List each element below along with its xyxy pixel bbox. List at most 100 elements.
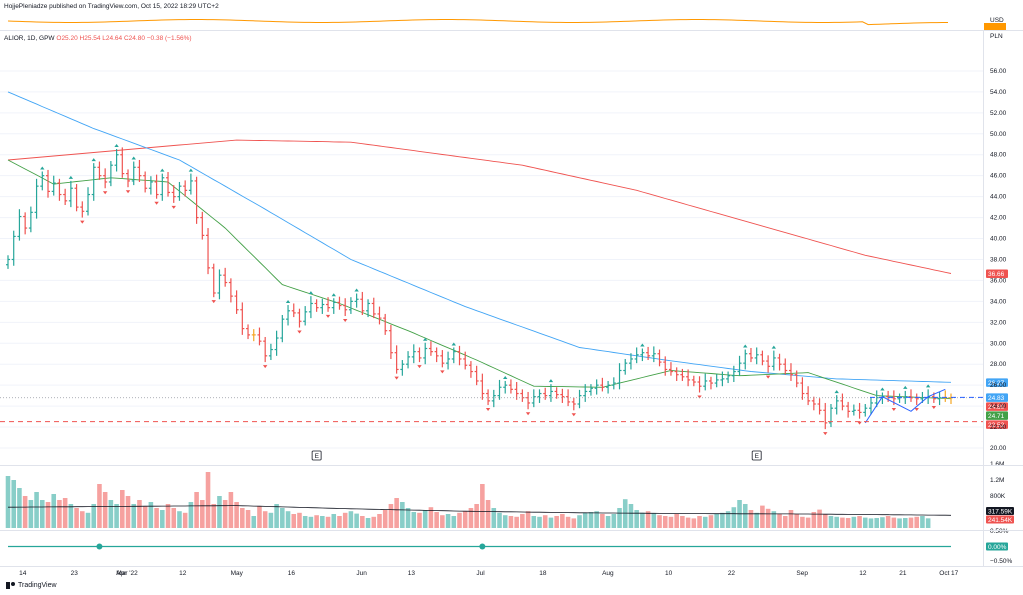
price-bar xyxy=(411,344,416,364)
volume-bar xyxy=(131,504,137,528)
price-bar xyxy=(246,324,251,340)
volume-bar xyxy=(800,516,805,528)
volume-bar xyxy=(782,516,788,528)
volume-bar xyxy=(428,507,434,528)
pivot-low-marker xyxy=(571,413,576,417)
volume-bar xyxy=(302,516,308,528)
price-bar xyxy=(406,351,411,369)
volume-bar xyxy=(22,496,28,528)
earnings-event[interactable]: E xyxy=(751,450,762,461)
y-tick-label: 44.00 xyxy=(990,194,1007,201)
top-overview-badge xyxy=(984,23,1006,30)
price-bar xyxy=(766,355,771,373)
price-bar xyxy=(531,389,536,408)
price-bar xyxy=(343,298,348,317)
y-tick-label: 52.00 xyxy=(990,110,1007,117)
volume-bar xyxy=(445,514,451,528)
y-tick-label: 32.00 xyxy=(990,319,1007,326)
price-levels: 36.66 26.27 24.83 24.80 24.71 22.52 xyxy=(0,269,1008,429)
pivot-low-marker xyxy=(297,330,302,334)
volume-bar xyxy=(777,514,782,528)
y-tick-label: 40.00 xyxy=(990,236,1007,243)
volume-bar xyxy=(834,516,839,528)
pivot-low-marker xyxy=(440,370,445,374)
price-bar xyxy=(103,168,108,189)
price-bar xyxy=(108,161,113,187)
price-bar xyxy=(11,230,16,266)
volume-bar xyxy=(462,511,468,528)
indicator-marker xyxy=(96,543,103,550)
price-bars xyxy=(6,143,953,436)
volume-bar xyxy=(188,502,194,528)
price-bar xyxy=(514,382,519,400)
price-bar xyxy=(80,201,85,218)
price-label-box xyxy=(986,378,1008,387)
price-bar xyxy=(771,350,776,371)
volume-bar xyxy=(251,516,257,528)
volume-bar xyxy=(531,516,537,528)
pivot-high-marker xyxy=(903,385,908,389)
x-tick-label: 18 xyxy=(539,570,547,577)
volume-bar xyxy=(97,484,102,528)
volume-bar xyxy=(680,516,685,528)
price-bar xyxy=(788,363,793,381)
tradingview-logo-icon xyxy=(6,582,15,589)
x-tick-label: 14 xyxy=(19,570,27,577)
price-bar xyxy=(851,404,856,416)
earnings-event[interactable]: E xyxy=(311,450,322,461)
volume-bar xyxy=(308,516,314,528)
pivot-high-marker xyxy=(91,158,96,162)
price-bar xyxy=(623,358,628,375)
price-bar xyxy=(360,291,365,315)
price-bar xyxy=(800,377,805,400)
price-label-value: 24.80 xyxy=(988,404,1005,411)
price-bar xyxy=(714,374,719,388)
volume-bar xyxy=(177,511,182,528)
volume-bar xyxy=(354,513,359,528)
volume-bar xyxy=(165,504,171,528)
volume-bar xyxy=(371,516,377,528)
volume-bar xyxy=(720,512,725,528)
price-bar xyxy=(131,161,136,186)
price-bar xyxy=(737,355,742,376)
moving-average-3 xyxy=(7,159,952,400)
price-bar xyxy=(571,397,576,411)
symbol-legend: ALIOR, 1D, GPW O25.20 H25.54 L24.64 C24.… xyxy=(4,35,192,42)
volume-label-box xyxy=(986,507,1014,515)
price-bar xyxy=(588,384,593,396)
volume-bar xyxy=(857,516,862,528)
earnings-event-label: E xyxy=(315,453,320,460)
price-bar xyxy=(188,173,193,195)
volume-bar xyxy=(811,512,817,528)
price-bar xyxy=(457,345,462,366)
price-bar xyxy=(611,377,616,390)
pivot-high-marker xyxy=(423,337,428,341)
price-bar xyxy=(491,389,496,408)
price-bar xyxy=(566,389,571,407)
volume-bar xyxy=(622,499,628,528)
x-tick-label: 23 xyxy=(71,570,79,577)
x-tick-label: Apr xyxy=(116,570,127,577)
volume-bar xyxy=(51,494,57,528)
y-tick-label: 22.00 xyxy=(990,424,1007,431)
volume-bar xyxy=(548,517,554,528)
ohlc-values: O25.20 H25.54 L24.64 C24.80 −0.38 (−1.56… xyxy=(56,35,192,42)
x-tick-label: Sep xyxy=(796,570,808,577)
volume-bar xyxy=(851,516,857,528)
volume-bar xyxy=(748,510,754,528)
volume-bar xyxy=(120,490,125,528)
price-bar xyxy=(863,404,868,417)
price-bar xyxy=(463,351,468,370)
price-bar xyxy=(480,373,485,400)
tradingview-logo[interactable]: TradingView xyxy=(6,582,57,589)
top-overview-path xyxy=(7,19,948,26)
price-bar xyxy=(446,351,451,370)
pivot-low-marker xyxy=(765,375,771,379)
x-tick-label: Mar '22 xyxy=(116,570,138,577)
pivot-low-marker xyxy=(394,376,399,380)
price-bar xyxy=(377,306,382,325)
volume-label-box xyxy=(986,515,1014,524)
volume-bar xyxy=(651,513,657,528)
price-bar xyxy=(383,313,388,335)
